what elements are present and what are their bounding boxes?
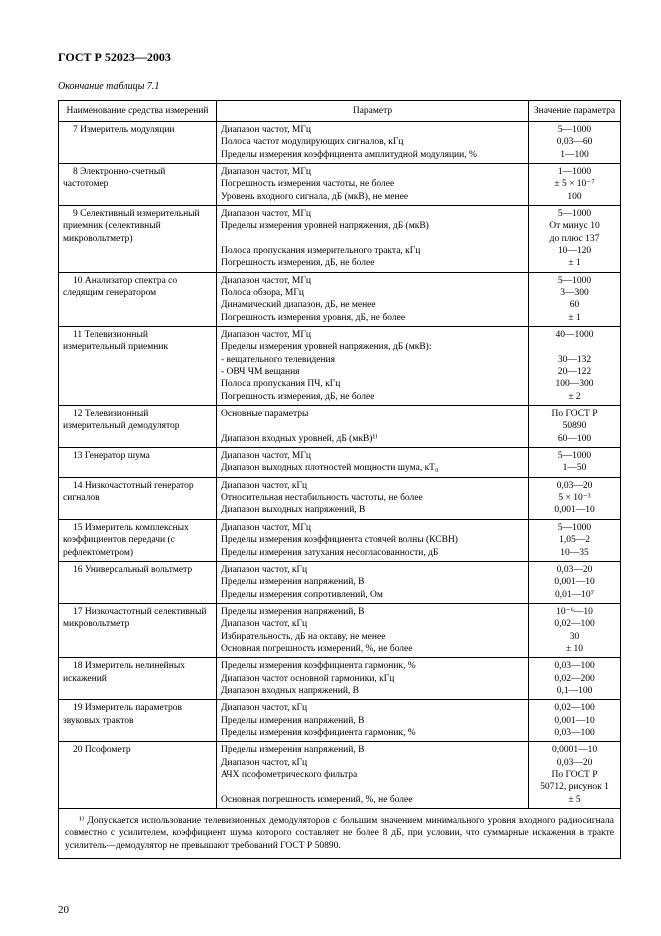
table-row: 16 Универсальный вольтметрДиапазон часто… — [59, 561, 621, 603]
cell-value: 0,03—1000,02—2000,1—100 — [529, 658, 621, 700]
cell-param: Диапазон частот, кГцПределы измерения на… — [217, 700, 529, 742]
cell-name: 20 Псофометр — [59, 742, 217, 809]
cell-name: 9 Селективный измерительный приемник (се… — [59, 205, 217, 272]
cell-param: Диапазон частот, кГцПределы измерения на… — [217, 561, 529, 603]
cell-value: 1—1000± 5 × 10⁻⁷100 — [529, 163, 621, 205]
table-row: 17 Низкочастотный селективный микровольт… — [59, 603, 621, 657]
cell-name: 17 Низкочастотный селективный микровольт… — [59, 603, 217, 657]
cell-value: 10⁻⁶—100,02—10030± 10 — [529, 603, 621, 657]
cell-param: Диапазон частот, МГцПогрешность измерени… — [217, 163, 529, 205]
cell-param: Основные параметры Диапазон входных уров… — [217, 406, 529, 448]
cell-param: Диапазон частот, МГцПолоса обзора, МГцДи… — [217, 272, 529, 326]
cell-param: Диапазон частот, МГцДиапазон выходных пл… — [217, 448, 529, 478]
cell-param: Диапазон частот, МГцПолоса частот модули… — [217, 121, 529, 163]
table-caption: Окончание таблицы 7.1 — [58, 81, 621, 94]
doc-title: ГОСТ Р 52023—2003 — [58, 50, 621, 65]
cell-param: Пределы измерения напряжений, ВДиапазон … — [217, 742, 529, 809]
th-param: Параметр — [217, 100, 529, 121]
cell-name: 14 Низкочастотный генератор сигналов — [59, 477, 217, 519]
page-number: 20 — [58, 904, 69, 918]
cell-param: Пределы измерения коэффициента гармоник,… — [217, 658, 529, 700]
cell-value: 0,02—1000,001—100,03—100 — [529, 700, 621, 742]
cell-name: 19 Измеритель параметров звуковых тракто… — [59, 700, 217, 742]
cell-value: 5—10001—50 — [529, 448, 621, 478]
table-footnote: ¹⁾ Допускается использование телевизионн… — [59, 809, 621, 859]
table-row: 10 Анализатор спектра со следящим генера… — [59, 272, 621, 326]
table-row: 19 Измеритель параметров звуковых тракто… — [59, 700, 621, 742]
table-footnote-row: ¹⁾ Допускается использование телевизионн… — [59, 809, 621, 859]
gost-table: Наименование средства измерений Параметр… — [58, 100, 621, 860]
cell-value: По ГОСТ Р5089060—100 — [529, 406, 621, 448]
cell-value: 5—10001,05—210—35 — [529, 519, 621, 561]
table-row: 18 Измеритель нелинейных искаженийПредел… — [59, 658, 621, 700]
cell-param: Пределы измерения напряжений, ВДиапазон … — [217, 603, 529, 657]
table-row: 13 Генератор шумаДиапазон частот, МГцДиа… — [59, 448, 621, 478]
cell-param: Диапазон частот, МГцПределы измерения ур… — [217, 205, 529, 272]
th-value: Значение параметра — [529, 100, 621, 121]
table-row: 11 Телевизионный измерительный приемникД… — [59, 327, 621, 406]
cell-param: Диапазон частот, МГцПределы измерения ко… — [217, 519, 529, 561]
cell-name: 12 Телевизионный измерительный демодулят… — [59, 406, 217, 448]
cell-value: 0,03—205 × 10⁻³0,001—10 — [529, 477, 621, 519]
cell-name: 15 Измеритель комплексных коэффициентов … — [59, 519, 217, 561]
cell-name: 8 Электронно-счетный частотомер — [59, 163, 217, 205]
table-row: 15 Измеритель комплексных коэффициентов … — [59, 519, 621, 561]
table-row: 12 Телевизионный измерительный демодулят… — [59, 406, 621, 448]
cell-name: 11 Телевизионный измерительный приемник — [59, 327, 217, 406]
th-name: Наименование средства измерений — [59, 100, 217, 121]
table-header-row: Наименование средства измерений Параметр… — [59, 100, 621, 121]
table-row: 8 Электронно-счетный частотомерДиапазон … — [59, 163, 621, 205]
cell-value: 0,03—200,001—100,01—10⁷ — [529, 561, 621, 603]
cell-value: 5—10000,03—601—100 — [529, 121, 621, 163]
cell-name: 13 Генератор шума — [59, 448, 217, 478]
cell-value: 40—1000 30—13220—122100—300± 2 — [529, 327, 621, 406]
table-row: 7 Измеритель модуляцииДиапазон частот, М… — [59, 121, 621, 163]
table-row: 9 Селективный измерительный приемник (се… — [59, 205, 621, 272]
cell-name: 10 Анализатор спектра со следящим генера… — [59, 272, 217, 326]
cell-name: 7 Измеритель модуляции — [59, 121, 217, 163]
cell-value: 5—10003—30060± 1 — [529, 272, 621, 326]
cell-param: Диапазон частот, кГцОтносительная нестаб… — [217, 477, 529, 519]
cell-name: 18 Измеритель нелинейных искажений — [59, 658, 217, 700]
cell-value: 0,0001—100,03—20По ГОСТ Р50712, рисунок … — [529, 742, 621, 809]
cell-name: 16 Универсальный вольтметр — [59, 561, 217, 603]
cell-value: 5—1000От минус 10до плюс 13710—120± 1 — [529, 205, 621, 272]
cell-param: Диапазон частот, МГцПределы измерения ур… — [217, 327, 529, 406]
table-row: 20 ПсофометрПределы измерения напряжений… — [59, 742, 621, 809]
table-row: 14 Низкочастотный генератор сигналовДиап… — [59, 477, 621, 519]
